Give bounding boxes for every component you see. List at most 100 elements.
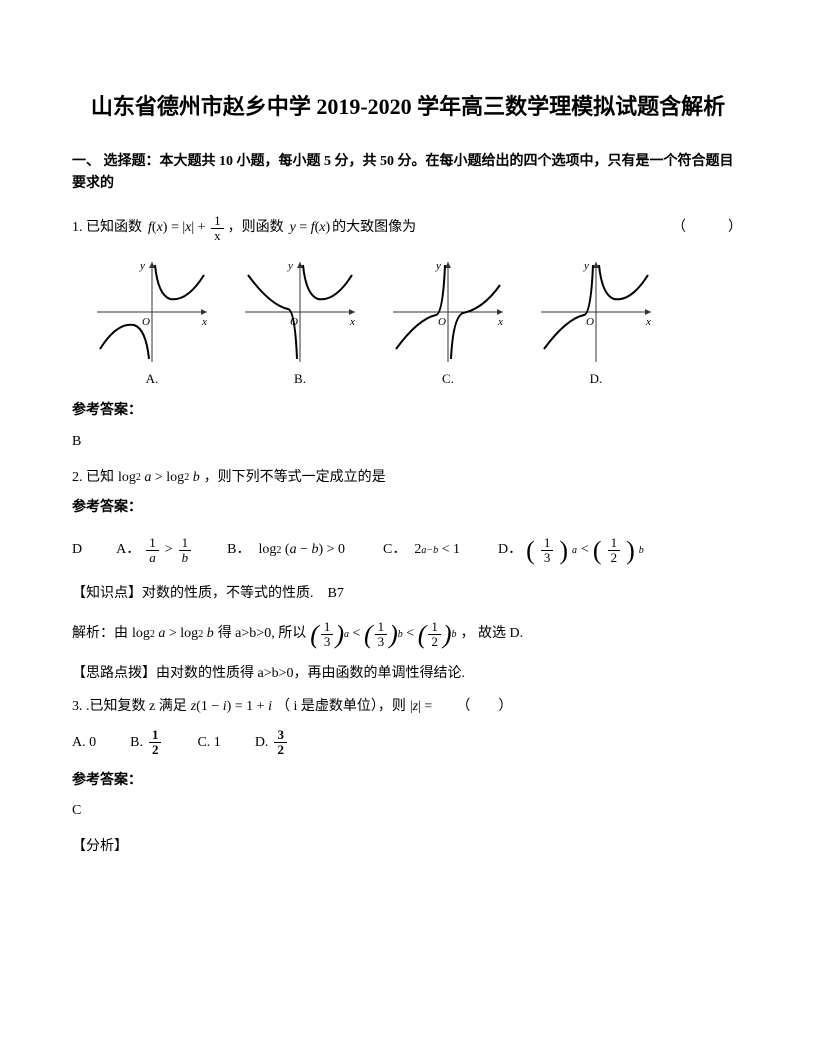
axis-y-label: y <box>583 260 589 272</box>
q3-prefix: 3. .已知复数 z 满足 <box>72 696 187 718</box>
lt: < <box>581 539 589 561</box>
f: a <box>146 551 159 565</box>
q2-analysis-mid: 得 a>b>0, 所以 <box>218 623 307 645</box>
lt: < <box>353 623 361 645</box>
f: b <box>179 551 192 565</box>
q2-answer-prefix: D <box>72 539 82 561</box>
graph-c-svg: x y O <box>388 257 508 367</box>
q3-mod: |z| = <box>410 696 432 718</box>
q2-analysis-end: ， 故选 D. <box>461 623 524 645</box>
q2-opta-lbl: A． <box>116 539 140 561</box>
lt: < <box>406 623 414 645</box>
q2-analysis-pre: 解析：由 <box>72 623 128 645</box>
q2-prefix: 2. 已知 <box>72 467 114 489</box>
f: 1 <box>321 620 334 635</box>
e: b <box>639 543 644 559</box>
gt: > <box>165 539 173 561</box>
q3-paren: （ ） <box>456 696 512 718</box>
q2-analysis-log: log2 a > log2 b <box>132 623 214 645</box>
axis-x-label: x <box>645 316 651 328</box>
f: 1 <box>541 536 554 551</box>
q3-eq: z(1 − i) = 1 + i <box>191 696 272 718</box>
f: 2 <box>149 743 162 757</box>
axis-x-label: x <box>497 316 503 328</box>
q2-answer-label: 参考答案： <box>72 497 744 519</box>
q1-graphs: x y O A. x y O B. x y <box>92 257 744 390</box>
question-1: 1. 已知函数 f(x) = |x| + 1 x ，则函数 y = f(x) 的… <box>72 214 744 244</box>
axis-y-label: y <box>139 260 145 272</box>
q2-optd-lbl: D． <box>498 539 522 561</box>
origin-label: O <box>142 316 150 328</box>
q1-answer: B <box>72 431 744 453</box>
origin-label: O <box>586 316 594 328</box>
q2-knowledge: 【知识点】对数的性质，不等式的性质. B7 <box>72 583 744 605</box>
f: 2 <box>608 551 621 565</box>
q3-option-d: D. 32 <box>255 728 289 758</box>
q2-option-a: A． 1a > 1b <box>116 536 193 566</box>
q2-analysis-expr: (13)a < (13)b < (12)b <box>310 614 456 656</box>
axis-y-label: y <box>287 260 293 272</box>
lbl: D. <box>255 732 269 754</box>
f: 1 <box>179 536 192 551</box>
e: b <box>452 627 457 643</box>
graph-d-label: D. <box>590 369 603 390</box>
axis-x-label: x <box>201 316 207 328</box>
f: 1 <box>428 620 441 635</box>
f: 1 <box>375 620 388 635</box>
origin-label: O <box>438 316 446 328</box>
f: 2 <box>428 635 441 649</box>
graph-b: x y O B. <box>240 257 360 390</box>
graph-d: x y O D. <box>536 257 656 390</box>
axis-y-label: y <box>435 260 441 272</box>
graph-a: x y O A. <box>92 257 212 390</box>
q1-prefix: 1. 已知函数 <box>72 217 142 239</box>
q1-paren: （ ） <box>672 217 742 239</box>
e: a <box>572 543 577 559</box>
axis-x-label: x <box>349 316 355 328</box>
q3-answer: C <box>72 800 744 822</box>
lbl: B. <box>130 732 143 754</box>
q3-option-c: C. 1 <box>197 732 220 754</box>
q1-suffix: 的大致图像为 <box>332 217 416 239</box>
graph-a-label: A. <box>146 369 159 390</box>
q1-formula-f: f(x) = |x| + 1 x <box>148 214 226 244</box>
e: a <box>344 627 349 643</box>
q1-frac-num: 1 <box>211 214 224 229</box>
graph-b-label: B. <box>294 369 306 390</box>
graph-c: x y O C. <box>388 257 508 390</box>
question-3: 3. .已知复数 z 满足 z(1 − i) = 1 + i （ i 是虚数单位… <box>72 696 744 718</box>
f: 1 <box>608 536 621 551</box>
graph-d-svg: x y O <box>536 257 656 367</box>
q2-option-c: C． 2a−b < 1 <box>383 539 464 561</box>
q2-options: D A． 1a > 1b B． log2 (a − b) > 0 C． 2a−b… <box>72 530 744 572</box>
f: 3 <box>274 728 287 743</box>
q2-optb-lbl: B． <box>227 539 250 561</box>
f: 3 <box>375 635 388 649</box>
section-heading: 一、 选择题：本大题共 10 小题，每小题 5 分，共 50 分。在每小题给出的… <box>72 151 744 196</box>
q1-mid: ，则函数 <box>228 217 284 239</box>
f: 1 <box>149 728 162 743</box>
f: 3 <box>321 635 334 649</box>
q3-answer-label: 参考答案： <box>72 770 744 792</box>
q2-optc-lbl: C． <box>383 539 406 561</box>
f: 3 <box>541 551 554 565</box>
q3-option-b: B. 12 <box>130 728 163 758</box>
q2-hint: 【思路点拨】由对数的性质得 a>b>0，再由函数的单调性得结论. <box>72 663 744 685</box>
q3-options: A. 0 B. 12 C. 1 D. 32 <box>72 728 744 758</box>
q1-answer-label: 参考答案： <box>72 400 744 422</box>
q2-option-b: B． log2 (a − b) > 0 <box>227 539 349 561</box>
q2-option-d: D． (13)a < (12)b <box>498 530 644 572</box>
page-title: 山东省德州市赵乡中学 2019-2020 学年高三数学理模拟试题含解析 <box>72 90 744 123</box>
graph-b-svg: x y O <box>240 257 360 367</box>
q1-formula-y: y = f(x) <box>290 217 331 239</box>
q1-frac-den: x <box>211 229 224 243</box>
f: 1 <box>146 536 159 551</box>
e: b <box>398 627 403 643</box>
graph-c-label: C. <box>442 369 454 390</box>
q3-mid: （ i 是虚数单位），则 <box>276 696 406 718</box>
q3-analysis: 【分析】 <box>72 836 744 858</box>
q2-suffix: ，则下列不等式一定成立的是 <box>204 467 386 489</box>
q2-analysis: 解析：由 log2 a > log2 b 得 a>b>0, 所以 (13)a <… <box>72 614 744 656</box>
q2-log-expr: log2 a > log2 b <box>118 467 200 489</box>
f: 2 <box>274 743 287 757</box>
